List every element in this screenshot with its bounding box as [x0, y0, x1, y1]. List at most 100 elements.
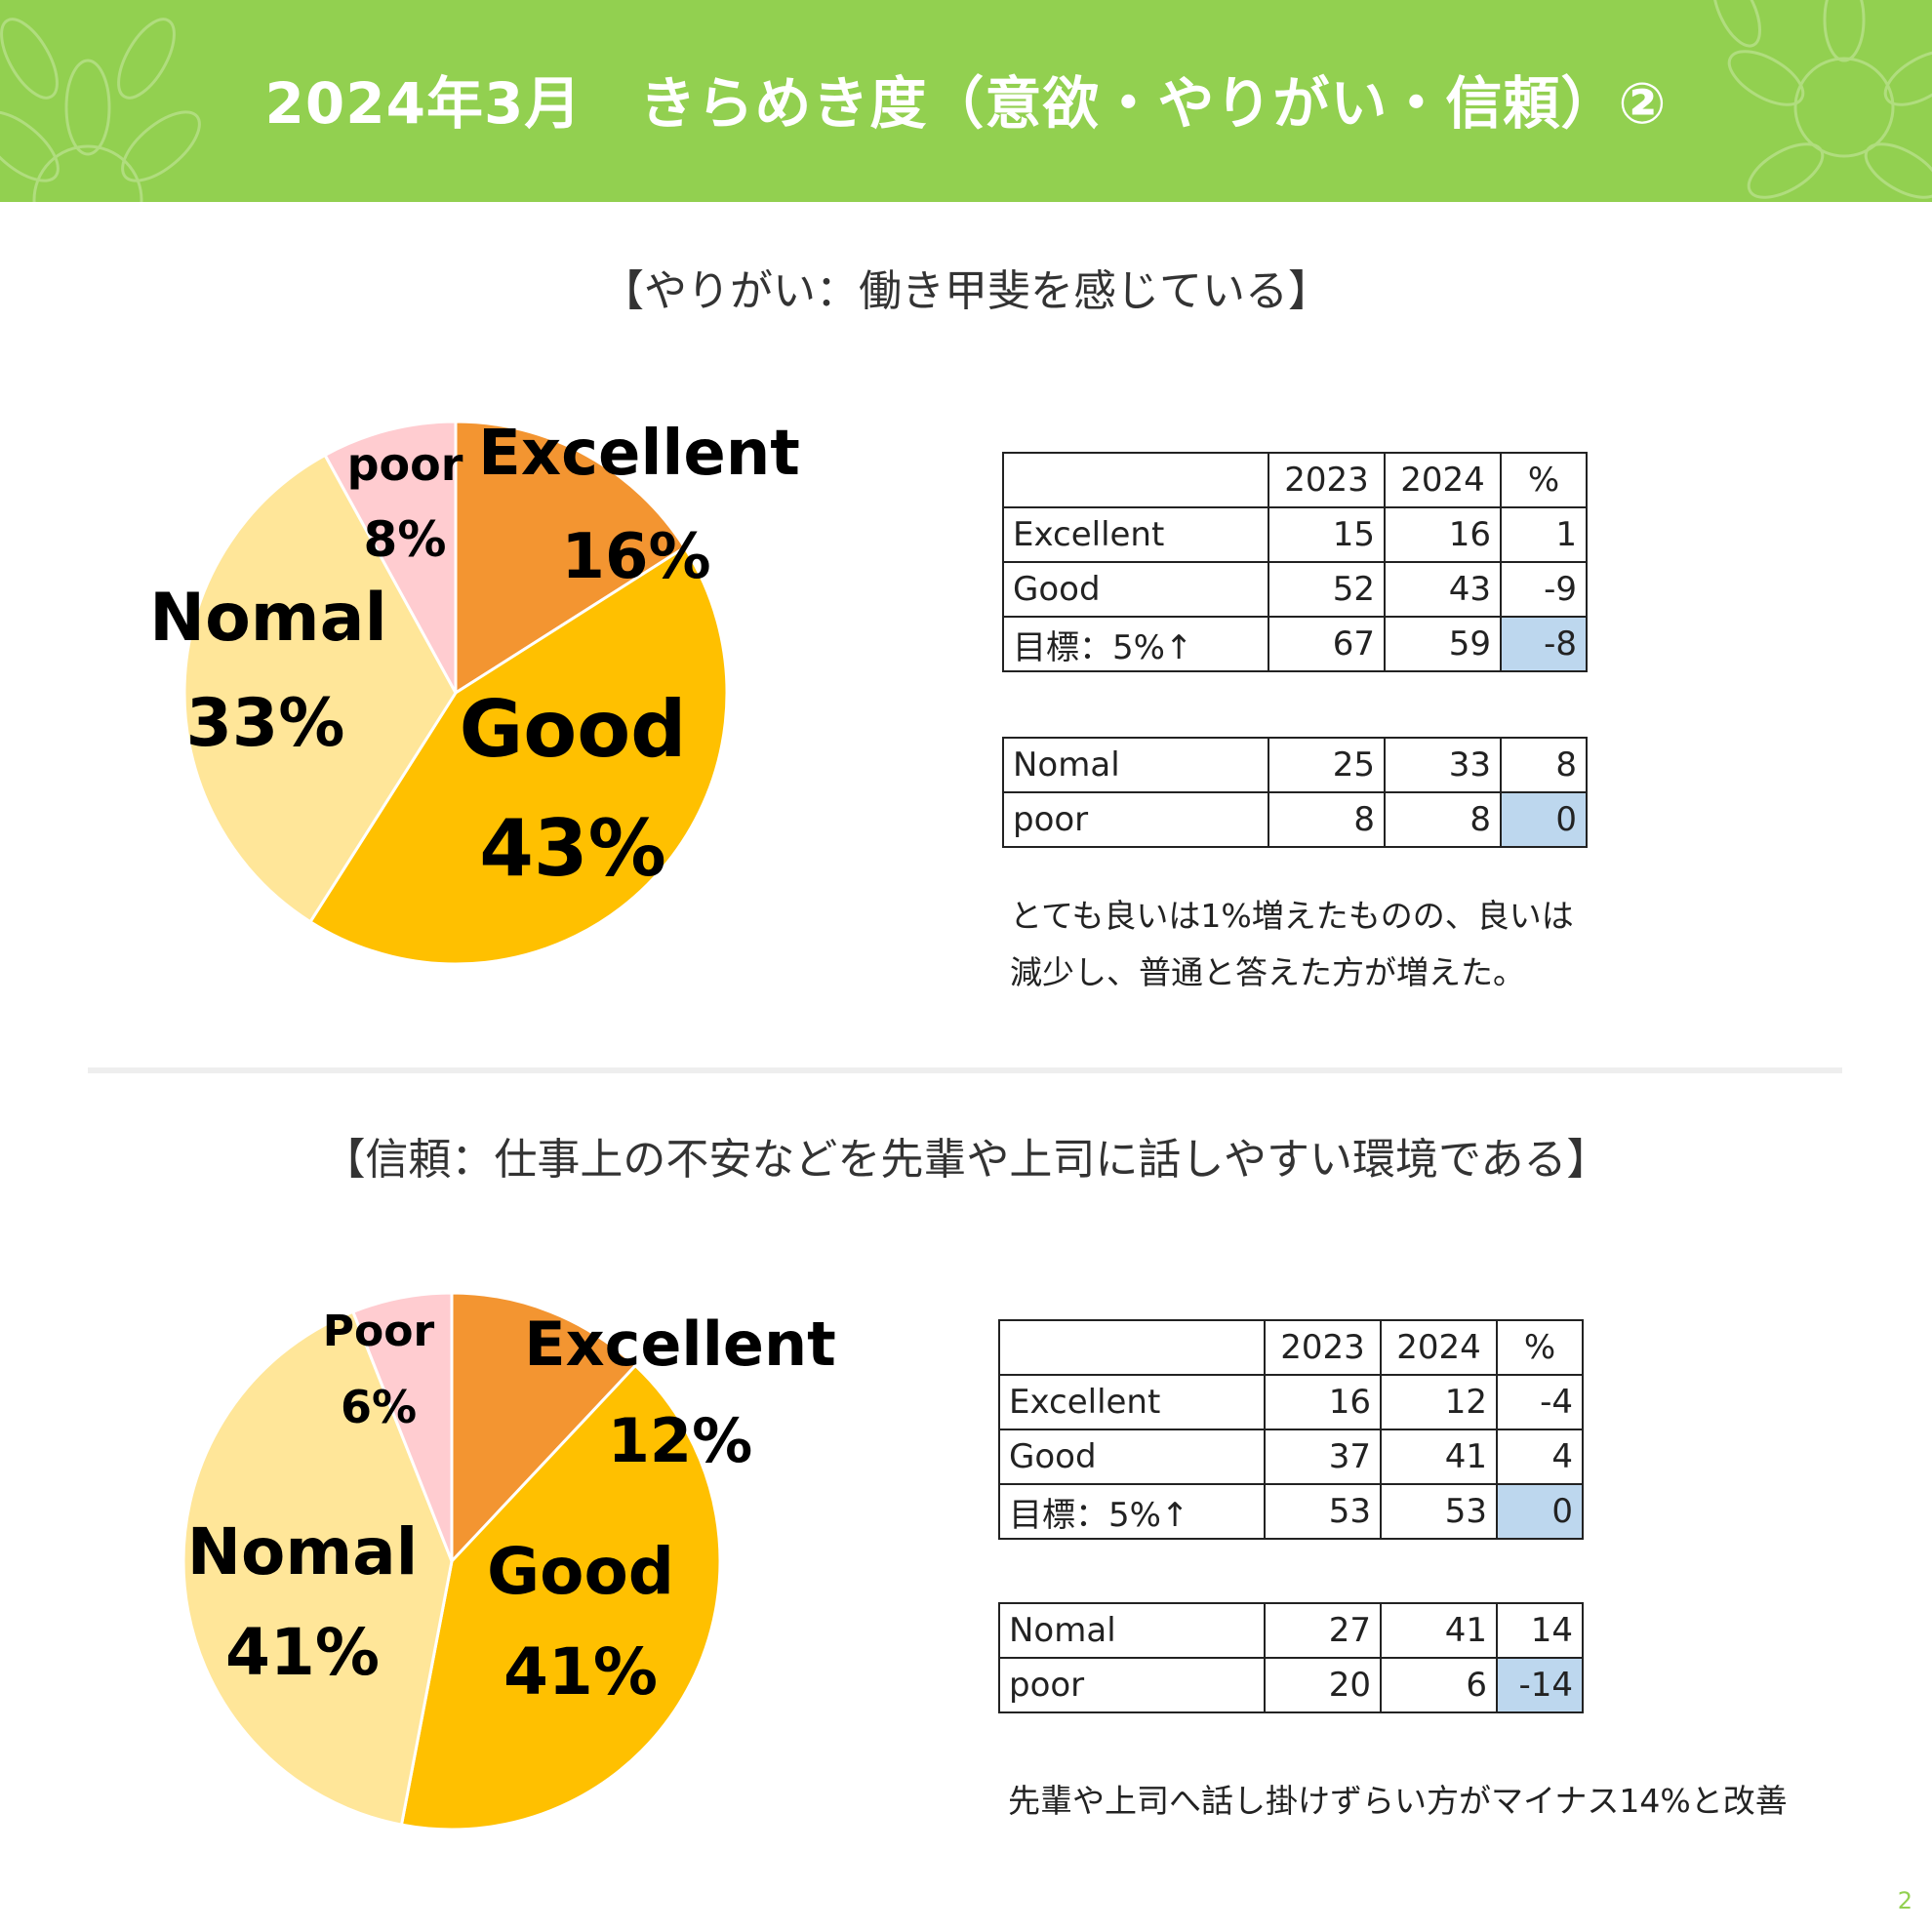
- table-row: Excellent 16 12 -4: [998, 1374, 1584, 1430]
- table-cell: 41: [1380, 1602, 1498, 1659]
- pie-slice-good: [307, 544, 729, 966]
- pie-slice-nomal: [181, 1309, 454, 1827]
- table-cell: Excellent: [1002, 506, 1269, 563]
- table-cell: Excellent: [998, 1374, 1266, 1430]
- table-cell-highlight: -14: [1496, 1657, 1584, 1713]
- table-yarigai-main: 2023 2024 % Excellent 15 16 1 Good 52 43…: [1002, 452, 1588, 672]
- table-cell: 53: [1264, 1483, 1382, 1540]
- header-banner: 2024年3月 きらめき度（意欲・やりがい・信頼）②: [0, 0, 1932, 202]
- pie-slice-poor: [350, 1291, 454, 1562]
- section-divider: [88, 1067, 1842, 1073]
- table-cell: 目標：5%↑: [998, 1483, 1266, 1540]
- pie-slice-poor: [323, 420, 458, 694]
- pie-chart-yarigai: Excellent 16% Good 43% Nomal 33% poor 8%: [149, 418, 800, 966]
- pie-label-name: Excellent: [478, 418, 800, 490]
- section-title-shinrai: 【信頼：仕事上の不安などを先輩や上司に話しやすい環境である】: [322, 1135, 1610, 1185]
- table-cell: 4: [1496, 1429, 1584, 1485]
- pie-label-name: Excellent: [524, 1308, 835, 1380]
- pie-label-name: Nomal: [149, 580, 387, 657]
- pie-label-percent: 6%: [341, 1381, 417, 1433]
- table-header-cell: [1002, 452, 1269, 508]
- table-cell: 16: [1384, 506, 1502, 563]
- table-row: Good 52 43 -9: [1002, 561, 1588, 618]
- table-cell: 8: [1268, 791, 1386, 848]
- table-cell: 8: [1384, 791, 1502, 848]
- table-header-cell: 2024: [1380, 1319, 1498, 1376]
- table-cell: 53: [1380, 1483, 1498, 1540]
- table-row: poor 8 8 0: [1002, 791, 1588, 848]
- table-cell: 6: [1380, 1657, 1498, 1713]
- table-header-row: 2023 2024 %: [998, 1319, 1584, 1376]
- table-row: Good 37 41 4: [998, 1429, 1584, 1485]
- table-cell: 27: [1264, 1602, 1382, 1659]
- table-cell: 1: [1500, 506, 1588, 563]
- table-cell: Good: [1002, 561, 1269, 618]
- table-cell: 52: [1268, 561, 1386, 618]
- table-cell: poor: [1002, 791, 1269, 848]
- table-yarigai-sub: Nomal 25 33 8 poor 8 8 0: [1002, 737, 1588, 848]
- table-header-row: 2023 2024 %: [1002, 452, 1588, 508]
- table-header-cell: [998, 1319, 1266, 1376]
- table-cell: 43: [1384, 561, 1502, 618]
- table-cell-highlight: 0: [1500, 791, 1588, 848]
- pie-label-name: Poor: [323, 1307, 435, 1356]
- table-cell: Nomal: [998, 1602, 1266, 1659]
- sunflower-decoration: [0, 0, 1932, 202]
- table-cell: 16: [1264, 1374, 1382, 1430]
- pie-label-name: poor: [347, 438, 463, 491]
- table-cell: 20: [1264, 1657, 1382, 1713]
- table-row: Excellent 15 16 1: [1002, 506, 1588, 563]
- table-cell: 41: [1380, 1429, 1498, 1485]
- pie-label-percent: 16%: [561, 521, 710, 593]
- pie-slice-excellent: [450, 1291, 638, 1565]
- table-header-cell: 2024: [1384, 452, 1502, 508]
- table-cell: 8: [1500, 737, 1588, 793]
- table-cell: 25: [1268, 737, 1386, 793]
- table-header-cell: 2023: [1268, 452, 1386, 508]
- page-number: 2: [1897, 1887, 1912, 1914]
- table-cell: Nomal: [1002, 737, 1269, 793]
- table-cell-highlight: -8: [1500, 616, 1588, 672]
- table-shinrai-main: 2023 2024 % Excellent 16 12 -4 Good 37 4…: [998, 1319, 1584, 1540]
- table-row: 目標：5%↑ 67 59 -8: [1002, 616, 1588, 672]
- table-row: 目標：5%↑ 53 53 0: [998, 1483, 1584, 1540]
- table-cell: poor: [998, 1657, 1266, 1713]
- pie-label-percent: 43%: [479, 803, 665, 894]
- note-line: 先輩や上司へ話し掛けずらい方がマイナス14%と改善: [1008, 1782, 1788, 1820]
- pie-label-percent: 8%: [364, 511, 447, 568]
- table-cell: 12: [1380, 1374, 1498, 1430]
- pie-slice-excellent: [454, 420, 687, 696]
- pie-slice-good: [399, 1363, 722, 1831]
- table-cell: 目標：5%↑: [1002, 616, 1269, 672]
- pie-label-percent: 12%: [608, 1405, 752, 1476]
- pie-label-percent: 41%: [225, 1615, 380, 1690]
- pie-label-percent: 41%: [503, 1634, 658, 1710]
- table-cell: 59: [1384, 616, 1502, 672]
- table-cell: 14: [1496, 1602, 1584, 1659]
- table-shinrai-sub: Nomal 27 41 14 poor 20 6 -14: [998, 1602, 1584, 1713]
- table-row: poor 20 6 -14: [998, 1657, 1584, 1713]
- table-row: Nomal 25 33 8: [1002, 737, 1588, 793]
- table-cell-highlight: 0: [1496, 1483, 1584, 1540]
- note-line: とても良いは1%増えたものの、良いは: [1010, 897, 1574, 935]
- table-cell: Good: [998, 1429, 1266, 1485]
- page-title: 2024年3月 きらめき度（意欲・やりがい・信頼）②: [264, 69, 1668, 137]
- table-header-cell: %: [1496, 1319, 1584, 1376]
- section-title-yarigai: 【やりがい：働き甲斐を感じている】: [601, 266, 1331, 316]
- table-row: Nomal 27 41 14: [998, 1602, 1584, 1659]
- pie-label-percent: 33%: [186, 685, 345, 762]
- note-line: 減少し、普通と答えた方が増えた。: [1010, 953, 1525, 991]
- table-cell: -9: [1500, 561, 1588, 618]
- pie-label-name: Good: [460, 684, 687, 775]
- table-header-cell: %: [1500, 452, 1588, 508]
- pie-label-name: Good: [487, 1534, 674, 1609]
- pie-label-name: Nomal: [187, 1514, 419, 1590]
- table-cell: 33: [1384, 737, 1502, 793]
- table-header-cell: 2023: [1264, 1319, 1382, 1376]
- table-cell: 15: [1268, 506, 1386, 563]
- table-cell: 37: [1264, 1429, 1382, 1485]
- note-shinrai: 先輩や上司へ話し掛けずらい方がマイナス14%と改善: [1008, 1773, 1788, 1830]
- note-yarigai: とても良いは1%増えたものの、良いは 減少し、普通と答えた方が増えた。: [1010, 888, 1574, 1001]
- pie-chart-shinrai: Excellent 12% Good 41% Nomal 41% Poor 6%: [181, 1291, 836, 1831]
- table-cell: -4: [1496, 1374, 1584, 1430]
